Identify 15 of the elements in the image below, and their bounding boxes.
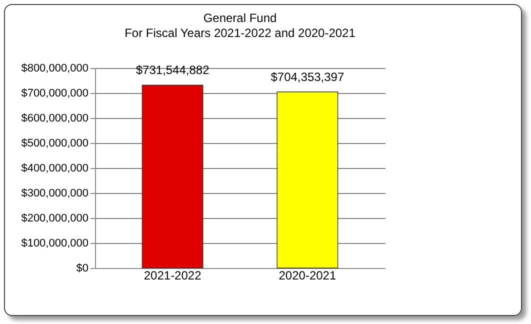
x-tick-label: 2021-2022 — [144, 268, 202, 282]
y-tick-label: $300,000,000 — [21, 188, 88, 200]
y-tick-label: $500,000,000 — [21, 138, 88, 150]
chart-subtitle: For Fiscal Years 2021-2022 and 2020-2021 — [124, 26, 356, 40]
data-label: $731,544,882 — [136, 63, 210, 78]
y-tick-label: $0 — [76, 262, 88, 274]
chart-title: General Fund — [203, 11, 277, 25]
y-tick-label: $400,000,000 — [21, 162, 88, 174]
y-tick-label: $200,000,000 — [21, 212, 88, 224]
y-tick-label: $700,000,000 — [21, 88, 88, 100]
y-tick-label: $800,000,000 — [21, 62, 88, 74]
data-label: $704,353,397 — [270, 70, 344, 84]
x-tick-label: 2020-2021 — [278, 268, 336, 282]
y-tick-label: $100,000,000 — [21, 238, 88, 250]
y-tick-label: $600,000,000 — [21, 112, 88, 124]
